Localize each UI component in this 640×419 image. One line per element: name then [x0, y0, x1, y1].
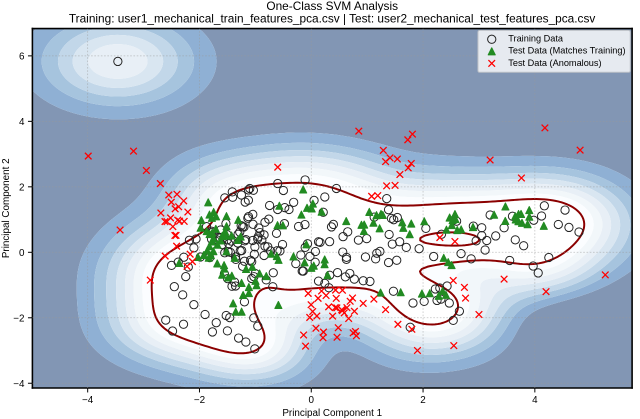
svg-text:−2: −2: [194, 395, 205, 406]
svg-text:Principal Component 2: Principal Component 2: [1, 158, 12, 258]
svg-text:−4: −4: [13, 379, 25, 390]
svg-text:0: 0: [309, 395, 315, 406]
svg-text:Test Data (Matches Training): Test Data (Matches Training): [508, 46, 625, 56]
svg-text:One-Class SVM Analysis: One-Class SVM Analysis: [266, 0, 398, 13]
svg-text:Training: user1_mechanical_tra: Training: user1_mechanical_train_feature…: [69, 12, 596, 26]
svg-text:4: 4: [19, 117, 25, 128]
svg-text:−4: −4: [82, 395, 94, 406]
svg-text:−2: −2: [13, 313, 24, 324]
svg-text:0: 0: [19, 248, 25, 259]
svg-text:2: 2: [19, 182, 24, 193]
svg-text:6: 6: [19, 51, 25, 62]
svg-text:Test Data (Anomalous): Test Data (Anomalous): [508, 58, 601, 68]
svg-text:Training Data: Training Data: [508, 34, 564, 44]
svg-text:2: 2: [420, 395, 425, 406]
svg-text:Principal Component 1: Principal Component 1: [282, 408, 382, 419]
svg-text:4: 4: [532, 395, 538, 406]
